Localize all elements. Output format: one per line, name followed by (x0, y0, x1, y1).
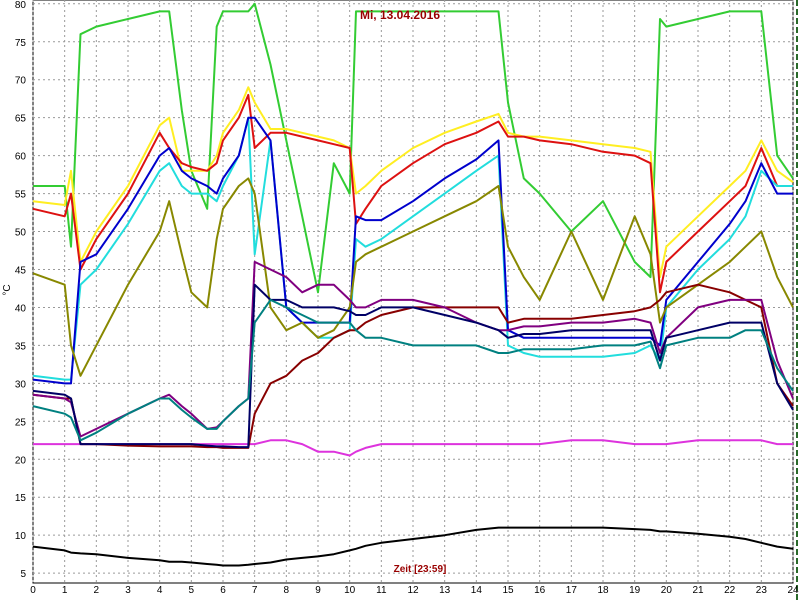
x-tick-label: 2 (94, 585, 100, 596)
y-tick-label: 80 (15, 0, 27, 11)
series-line (32, 86, 794, 279)
x-tick-label: 24 (787, 585, 799, 596)
x-tick-label: 20 (661, 585, 673, 596)
x-tick-label: 4 (157, 585, 163, 596)
x-tick-label: 0 (30, 585, 36, 596)
x-tick-label: 10 (344, 585, 356, 596)
x-tick-label: 21 (692, 585, 704, 596)
y-tick-label: 15 (15, 493, 27, 504)
x-tick-label: 3 (125, 585, 131, 596)
x-tick-label: 1 (62, 585, 68, 596)
y-tick-label: 50 (15, 228, 27, 239)
y-tick-label: 75 (15, 38, 27, 49)
series-line (32, 526, 794, 567)
x-tick-label: 6 (220, 585, 226, 596)
series-line (32, 260, 794, 438)
y-tick-label: 70 (15, 76, 27, 87)
y-tick-label: 65 (15, 114, 27, 125)
x-tick-label: 11 (376, 585, 387, 596)
y-axis-label: °C (2, 284, 13, 295)
x-tick-label: 9 (315, 585, 321, 596)
x-tick-label: 5 (189, 585, 195, 596)
x-tick-label: 13 (439, 585, 451, 596)
y-tick-label: 55 (15, 190, 27, 201)
x-tick-label: 15 (502, 585, 514, 596)
x-tick-label: 12 (407, 585, 419, 596)
x-tick-label: 22 (724, 585, 736, 596)
series-line (32, 283, 794, 449)
y-tick-label: 25 (15, 417, 27, 428)
series-line (32, 283, 794, 449)
series-line (32, 116, 793, 385)
x-tick-label: 8 (284, 585, 290, 596)
x-tick-label: 7 (252, 585, 258, 596)
series-line (33, 2, 794, 294)
x-tick-label: 19 (629, 585, 641, 596)
x-tick-label: 17 (566, 585, 578, 596)
series-line (32, 177, 794, 377)
y-tick-label: 10 (15, 531, 27, 542)
y-tick-label: 30 (15, 379, 27, 390)
x-tick-label: 14 (471, 585, 483, 596)
x-tick-label: 18 (597, 585, 609, 596)
x-tick-label: 16 (534, 585, 546, 596)
y-tick-label: 40 (15, 303, 27, 314)
x-axis-label: Zeit [23:59] (394, 564, 447, 575)
series-line (32, 298, 794, 442)
y-tick-label: 60 (15, 152, 27, 163)
y-tick-label: 35 (15, 341, 27, 352)
chart-title: Mi, 13.04.2016 (360, 8, 440, 22)
y-tick-label: 45 (15, 265, 27, 276)
y-tick-label: 20 (15, 455, 27, 466)
y-tick-label: 5 (20, 569, 26, 580)
series-group (32, 2, 794, 567)
x-tick-label: 23 (756, 585, 768, 596)
